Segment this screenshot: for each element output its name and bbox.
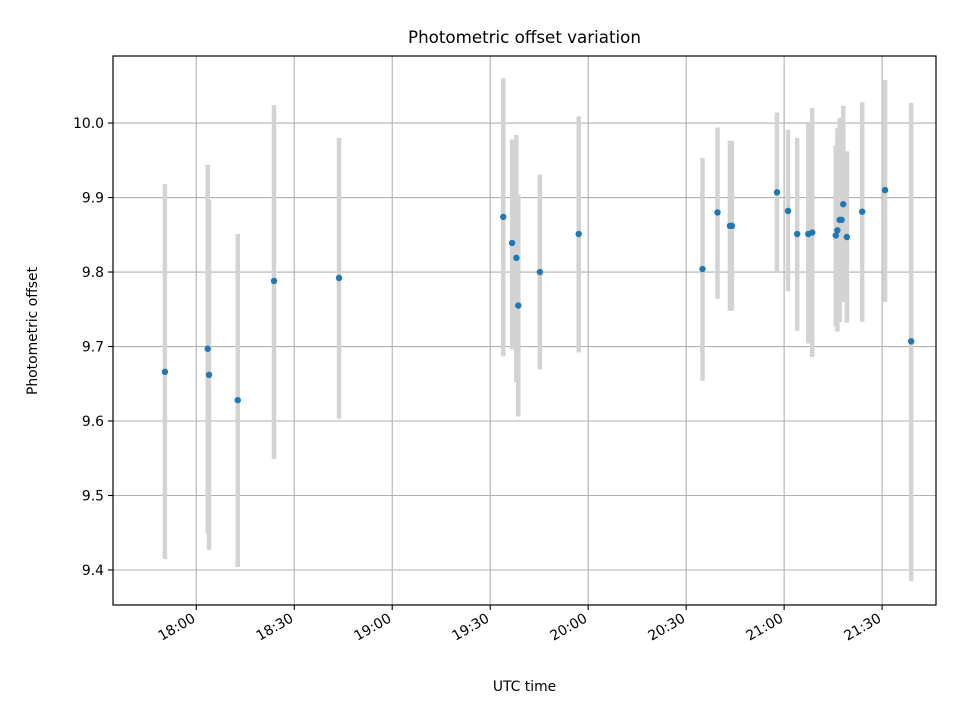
data-point <box>881 186 889 194</box>
y-axis-label: Photometric offset <box>25 266 41 395</box>
data-point <box>508 239 516 247</box>
y-tick-label: 9.8 <box>82 265 104 281</box>
data-point <box>536 268 544 276</box>
data-point <box>500 213 507 221</box>
data-point <box>515 302 522 309</box>
y-tick-label: 9.4 <box>82 563 104 579</box>
y-tick-label: 9.9 <box>82 191 104 207</box>
data-point <box>204 345 211 352</box>
data-point <box>843 233 851 241</box>
data-point <box>161 368 169 376</box>
y-tick-label: 9.5 <box>82 488 104 504</box>
data-point <box>575 230 582 238</box>
data-point <box>335 274 343 282</box>
data-point <box>794 230 801 238</box>
y-tick-label: 9.7 <box>82 340 104 356</box>
data-point <box>699 265 706 273</box>
data-point <box>205 371 213 379</box>
data-points <box>161 186 915 404</box>
y-tick-label: 10.0 <box>73 116 104 132</box>
data-point <box>234 396 241 404</box>
data-point <box>834 227 841 234</box>
data-point <box>773 189 781 196</box>
chart-title: Photometric offset variation <box>408 27 641 47</box>
data-point <box>513 254 520 262</box>
plot-frame <box>112 55 937 606</box>
data-point <box>907 338 915 345</box>
data-point <box>728 222 736 230</box>
y-tick-label: 9.6 <box>82 414 104 430</box>
y-axis: 9.4 9.5 9.6 9.7 9.8 9.9 10.0 <box>73 116 113 579</box>
grid <box>113 56 936 605</box>
data-point <box>858 208 866 215</box>
data-point <box>714 209 721 216</box>
data-point <box>838 216 845 224</box>
x-axis-label: UTC time <box>493 679 556 695</box>
data-point <box>832 232 839 239</box>
data-point <box>809 229 816 236</box>
data-point <box>784 207 792 215</box>
data-point <box>270 277 278 285</box>
data-point <box>840 201 847 208</box>
